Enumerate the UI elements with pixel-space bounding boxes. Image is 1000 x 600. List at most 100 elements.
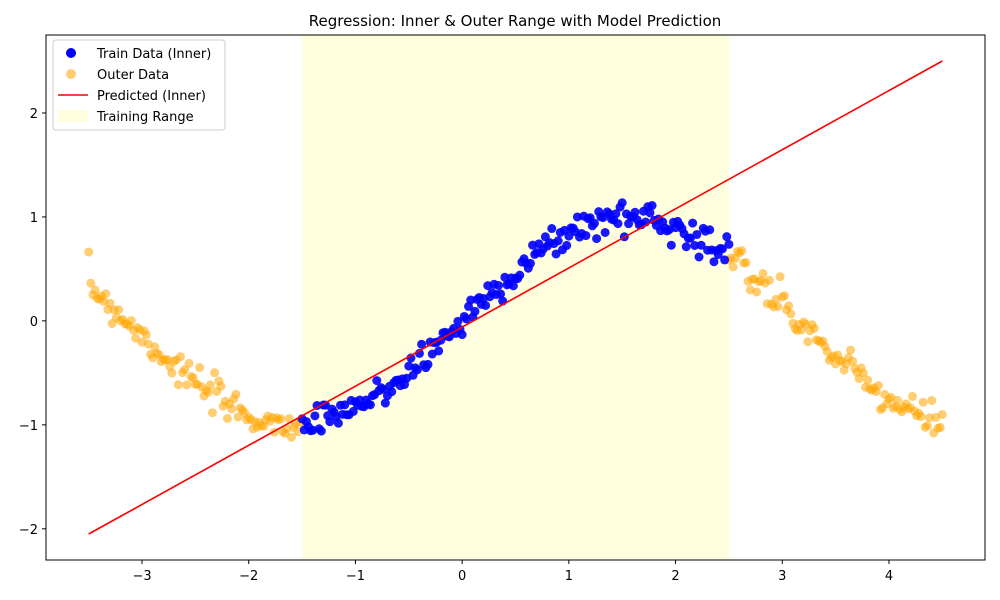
train-data-point	[387, 387, 397, 397]
outer-data-point	[937, 409, 947, 419]
outer-data-point	[182, 380, 192, 390]
train-data-point	[553, 236, 563, 246]
train-data-point	[562, 240, 572, 250]
train-data-point	[681, 242, 691, 252]
outer-data-point	[222, 413, 232, 423]
legend-swatch-outer	[66, 69, 76, 79]
train-data-point	[310, 411, 320, 421]
outer-data-point	[786, 309, 796, 319]
outer-data-point	[775, 272, 785, 282]
legend-swatch-train	[66, 48, 76, 58]
train-data-point	[380, 398, 390, 408]
chart-title: Regression: Inner & Outer Range with Mod…	[309, 12, 722, 30]
x-axis: −3 −2 −1 0 1 2 3 4	[132, 560, 893, 584]
train-data-point	[694, 252, 704, 262]
train-data-point	[600, 227, 610, 237]
outer-data-point	[126, 315, 136, 325]
x-tick-label: 3	[778, 569, 786, 584]
train-data-point	[551, 249, 561, 259]
outer-data-point	[803, 337, 813, 347]
train-data-point	[645, 208, 655, 218]
x-tick-label: 4	[885, 569, 893, 584]
outer-data-point	[101, 289, 111, 299]
y-tick-label: 0	[30, 315, 38, 330]
train-data-point	[696, 240, 706, 250]
train-data-point	[630, 207, 640, 217]
outer-data-point	[737, 246, 747, 256]
train-data-point	[611, 209, 621, 219]
train-data-point	[547, 224, 557, 234]
legend-label-training-range: Training Range	[96, 110, 194, 125]
legend-label-train: Train Data (Inner)	[96, 47, 211, 62]
outer-data-point	[105, 298, 115, 308]
train-data-point	[316, 426, 326, 436]
legend-swatch-training-range	[58, 110, 88, 122]
outer-data-point	[728, 262, 738, 272]
outer-data-point	[173, 380, 183, 390]
legend-label-outer: Outer Data	[97, 68, 169, 83]
y-tick-label: 1	[30, 211, 38, 226]
x-tick-label: −1	[346, 569, 365, 584]
train-data-point	[709, 257, 719, 267]
train-data-point	[705, 225, 715, 235]
outer-data-point	[925, 413, 935, 423]
plot-area	[45, 34, 986, 561]
outer-data-point	[741, 258, 751, 268]
outer-data-point	[84, 247, 94, 257]
train-data-point	[647, 201, 657, 211]
outer-data-point	[752, 287, 762, 297]
train-data-point	[613, 219, 623, 229]
train-data-point	[470, 306, 480, 316]
train-data-point	[312, 401, 322, 411]
outer-data-point	[922, 421, 932, 431]
x-tick-label: 2	[671, 569, 679, 584]
train-data-point	[581, 231, 591, 241]
outer-data-point	[907, 391, 917, 401]
train-data-point	[333, 418, 343, 428]
outer-data-point	[764, 275, 774, 285]
outer-data-point	[231, 389, 241, 399]
outer-data-point	[916, 412, 926, 422]
train-data-point	[564, 231, 574, 241]
outer-data-point	[935, 422, 945, 432]
train-data-point	[417, 339, 427, 349]
outer-data-point	[175, 352, 185, 362]
outer-data-point	[233, 412, 243, 422]
outer-data-point	[167, 368, 177, 378]
outer-data-point	[216, 381, 226, 391]
train-data-point	[340, 400, 350, 410]
train-data-point	[423, 359, 433, 369]
train-data-point	[718, 244, 728, 254]
legend-box	[52, 39, 226, 131]
train-data-point	[525, 258, 535, 268]
train-data-point	[457, 330, 467, 340]
x-tick-label: 1	[565, 569, 573, 584]
train-data-point	[412, 365, 422, 375]
outer-data-point	[873, 381, 883, 391]
outer-data-point	[893, 395, 903, 405]
y-tick-label: 2	[30, 107, 38, 122]
outer-data-point	[784, 301, 794, 311]
outer-data-point	[846, 345, 856, 355]
outer-data-point	[227, 404, 237, 414]
train-data-point	[325, 417, 335, 427]
train-data-point	[372, 376, 382, 386]
outer-data-point	[207, 408, 217, 418]
outer-data-point	[114, 305, 124, 315]
outer-data-point	[210, 368, 220, 378]
outer-data-point	[918, 397, 928, 407]
train-data-point	[692, 229, 702, 239]
outer-data-point	[195, 363, 205, 373]
x-tick-label: −2	[239, 569, 258, 584]
train-data-point	[592, 234, 602, 244]
train-data-point	[453, 316, 463, 326]
outer-data-point	[276, 414, 286, 424]
outer-data-point	[848, 356, 858, 366]
outer-data-point	[863, 375, 873, 385]
outer-data-point	[86, 278, 96, 288]
x-tick-label: 0	[458, 569, 466, 584]
outer-data-point	[203, 387, 213, 397]
train-data-point	[493, 280, 503, 290]
plot-frame	[45, 34, 986, 561]
